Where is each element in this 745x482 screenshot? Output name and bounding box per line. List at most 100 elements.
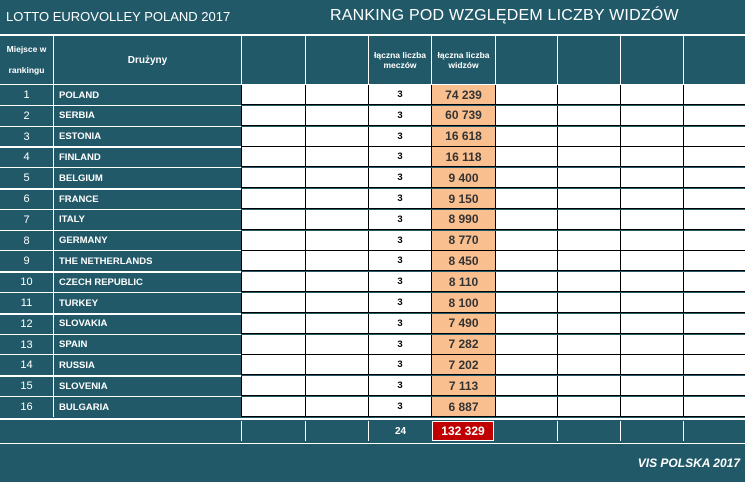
empty-cell — [557, 105, 620, 126]
rank-cell: 8 — [23, 234, 30, 247]
matches-cell: 3 — [368, 85, 431, 105]
empty-cell — [557, 126, 620, 147]
empty-cell — [241, 126, 305, 147]
empty-cell — [557, 397, 620, 417]
header-col-divider — [495, 36, 496, 84]
empty-cell — [241, 105, 305, 126]
team-cell: BULGARIA — [53, 397, 241, 417]
empty-cell — [241, 334, 305, 355]
table-row: 16 BULGARIA 3 6 887 — [0, 397, 745, 417]
empty-cell — [620, 272, 683, 293]
rank-cell: 10 — [20, 276, 33, 289]
matches-cell: 3 — [368, 105, 431, 126]
row-divider — [0, 333, 241, 335]
team-cell: SPAIN — [53, 334, 241, 355]
empty-cell — [683, 147, 745, 168]
empty-cell — [683, 293, 745, 313]
viewers-column-header: łączna liczba widzów — [431, 36, 495, 84]
empty-cell — [683, 251, 745, 272]
row-divider — [0, 167, 241, 169]
empty-cell — [495, 168, 557, 189]
viewers-cell: 8 990 — [431, 209, 495, 230]
rank-cell: 12 — [20, 317, 33, 330]
empty-cell — [241, 313, 305, 334]
empty-cell — [495, 272, 557, 293]
empty-cell — [495, 230, 557, 251]
viewers-cell: 16 618 — [431, 126, 495, 147]
rank-cell: 4 — [23, 151, 30, 164]
header-bottom-divider — [0, 84, 745, 85]
empty-cell — [683, 272, 745, 293]
empty-cell — [241, 209, 305, 230]
empty-cell — [557, 355, 620, 376]
row-divider — [0, 208, 241, 210]
empty-cell — [557, 209, 620, 230]
table-row: 4 FINLAND 3 16 118 — [0, 147, 745, 168]
team-cell: BELGIUM — [53, 168, 241, 189]
rank-column-header: Miejsce w rankingu — [0, 36, 53, 84]
empty-cell — [557, 251, 620, 272]
empty-cell — [305, 272, 368, 293]
viewers-cell: 7 202 — [431, 355, 495, 376]
matches-cell: 3 — [368, 376, 431, 397]
empty-cell — [495, 313, 557, 334]
matches-cell: 3 — [368, 251, 431, 272]
row-divider — [0, 229, 241, 231]
empty-cell — [683, 334, 745, 355]
empty-cell — [241, 230, 305, 251]
matches-cell: 3 — [368, 355, 431, 376]
totals-col-divider — [620, 421, 621, 441]
row-divider — [0, 146, 241, 149]
table-row: 3 ESTONIA 3 16 618 — [0, 126, 745, 147]
totals-divider — [0, 418, 745, 420]
rank-header-line2: rankingu — [8, 65, 45, 75]
empty-cell — [305, 293, 368, 313]
empty-cell — [620, 126, 683, 147]
rank-cell: 7 — [23, 213, 30, 226]
matches-cell: 3 — [368, 313, 431, 334]
empty-cell — [557, 272, 620, 293]
empty-cell — [620, 334, 683, 355]
empty-cell — [495, 397, 557, 417]
empty-cell — [305, 209, 368, 230]
empty-cell — [495, 251, 557, 272]
rank-cell: 16 — [20, 401, 33, 413]
empty-cell — [495, 334, 557, 355]
empty-cell — [495, 209, 557, 230]
empty-cell — [557, 376, 620, 397]
empty-cell — [683, 105, 745, 126]
viewers-cell: 7 282 — [431, 334, 495, 355]
header-col-divider — [620, 36, 621, 84]
matches-cell: 3 — [368, 209, 431, 230]
row-divider — [0, 125, 241, 127]
empty-cell — [305, 313, 368, 334]
table-row: 6 FRANCE 3 9 150 — [0, 189, 745, 209]
rank-cell: 11 — [20, 297, 33, 309]
table-row: 9 THE NETHERLANDS 3 8 450 — [0, 251, 745, 272]
team-column-header: Drużyny — [53, 36, 241, 84]
empty-cell — [683, 189, 745, 209]
empty-cell — [557, 313, 620, 334]
viewers-cell: 8 110 — [431, 272, 495, 293]
empty-cell — [683, 397, 745, 417]
table-row: 15 SLOVENIA 3 7 113 — [0, 376, 745, 397]
rank-cell: 6 — [23, 193, 30, 205]
empty-cell — [241, 397, 305, 417]
team-cell: THE NETHERLANDS — [53, 251, 241, 272]
empty-cell — [620, 376, 683, 397]
empty-cell — [557, 230, 620, 251]
viewers-header-line1: łączna liczba — [437, 50, 490, 60]
empty-cell — [495, 293, 557, 313]
rank-cell: 14 — [20, 359, 33, 372]
viewers-cell: 9 400 — [431, 168, 495, 189]
rank-header-line1: Miejsce w — [6, 44, 47, 54]
row-divider — [0, 292, 241, 293]
empty-cell — [305, 355, 368, 376]
viewers-cell: 60 739 — [431, 105, 495, 126]
viewers-cell: 7 490 — [431, 313, 495, 334]
team-cell: POLAND — [53, 85, 241, 105]
rank-cell: 3 — [23, 130, 30, 143]
empty-cell — [683, 230, 745, 251]
team-cell: SLOVAKIA — [53, 313, 241, 334]
empty-cell — [620, 313, 683, 334]
